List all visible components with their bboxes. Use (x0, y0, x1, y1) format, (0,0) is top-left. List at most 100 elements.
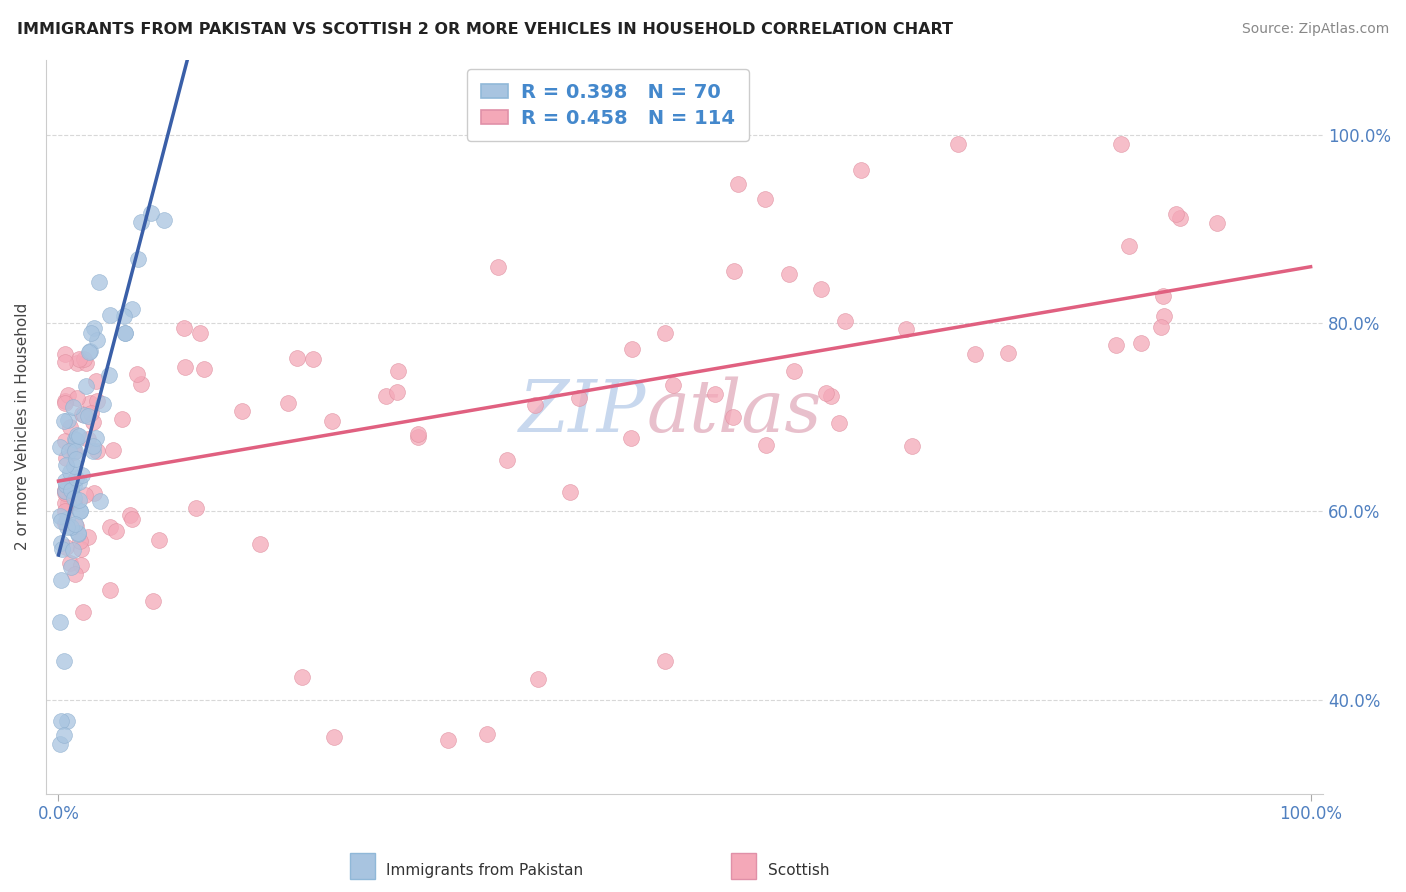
Point (754, 192, 776, 206)
Point (129, 376, 152, 391)
Point (53, 483, 76, 498)
Point (129, 215, 152, 229)
Point (59, 556, 82, 570)
Point (1153, 309, 1175, 323)
Point (291, 670, 314, 684)
Point (60, 520, 83, 534)
Point (62, 542, 84, 557)
Point (84, 375, 107, 389)
Text: atlas: atlas (647, 376, 821, 447)
Point (127, 252, 149, 267)
Point (1164, 207, 1187, 221)
Point (142, 594, 165, 608)
Point (86, 444, 108, 458)
Point (323, 730, 346, 744)
Point (188, 326, 211, 341)
Point (65, 519, 87, 533)
Point (62, 442, 84, 456)
Point (70, 541, 93, 556)
Point (834, 314, 856, 328)
Point (60, 483, 83, 498)
Point (55, 478, 77, 492)
Point (568, 391, 591, 405)
Point (70, 558, 93, 572)
Point (73, 488, 96, 502)
Point (52, 728, 75, 742)
Point (755, 438, 778, 452)
Text: Immigrants from Pakistan: Immigrants from Pakistan (387, 863, 583, 878)
Point (723, 264, 745, 278)
Point (560, 484, 582, 499)
Point (53, 396, 76, 410)
Point (173, 320, 195, 334)
Point (193, 361, 215, 376)
Point (103, 443, 125, 458)
Point (620, 342, 643, 356)
Point (49, 573, 72, 587)
Point (69, 504, 91, 518)
Text: ZIP: ZIP (519, 376, 647, 447)
Point (65, 433, 87, 447)
Point (65, 471, 87, 485)
Point (997, 345, 1019, 359)
Point (901, 440, 924, 454)
Point (53, 496, 76, 510)
Point (121, 512, 143, 526)
Point (73, 409, 96, 423)
Point (62, 491, 84, 505)
Point (59, 465, 82, 479)
Point (62, 458, 84, 473)
Point (946, 137, 969, 152)
Point (174, 360, 197, 375)
Point (1152, 288, 1174, 302)
Point (48, 509, 70, 524)
Point (727, 177, 749, 191)
Point (75, 356, 97, 370)
Point (1109, 137, 1132, 152)
Point (69, 504, 91, 518)
Point (814, 386, 837, 401)
Point (120, 508, 142, 523)
Point (63, 566, 86, 581)
Point (49, 514, 72, 528)
Point (77, 432, 100, 446)
Point (77, 345, 100, 359)
Point (79, 406, 101, 420)
Point (1105, 338, 1128, 352)
Point (63, 432, 86, 446)
Point (1150, 320, 1173, 334)
Point (56, 496, 79, 510)
Point (53, 516, 76, 531)
Point (721, 410, 744, 425)
Point (82, 415, 104, 429)
Point (63, 494, 86, 508)
Point (406, 427, 429, 442)
Text: Source: ZipAtlas.com: Source: ZipAtlas.com (1241, 22, 1389, 37)
Point (1130, 335, 1153, 350)
Point (53, 393, 76, 408)
Point (82, 439, 104, 453)
Point (97, 368, 120, 383)
Point (70, 467, 93, 482)
Point (56, 413, 79, 427)
Point (49, 440, 72, 454)
Point (49, 737, 72, 751)
Point (828, 416, 851, 430)
Point (53, 347, 76, 361)
Point (70, 407, 93, 421)
Point (654, 326, 676, 341)
Text: Scottish: Scottish (768, 863, 830, 878)
Point (86, 333, 108, 347)
Point (63, 444, 86, 458)
Point (114, 326, 136, 341)
Point (73, 352, 96, 367)
Point (127, 367, 149, 381)
Point (66, 392, 89, 406)
Point (79, 396, 101, 410)
Point (374, 389, 396, 403)
Point (53, 504, 76, 518)
Point (59, 420, 82, 434)
Point (249, 537, 271, 551)
Point (75, 379, 97, 393)
Point (1206, 217, 1229, 231)
